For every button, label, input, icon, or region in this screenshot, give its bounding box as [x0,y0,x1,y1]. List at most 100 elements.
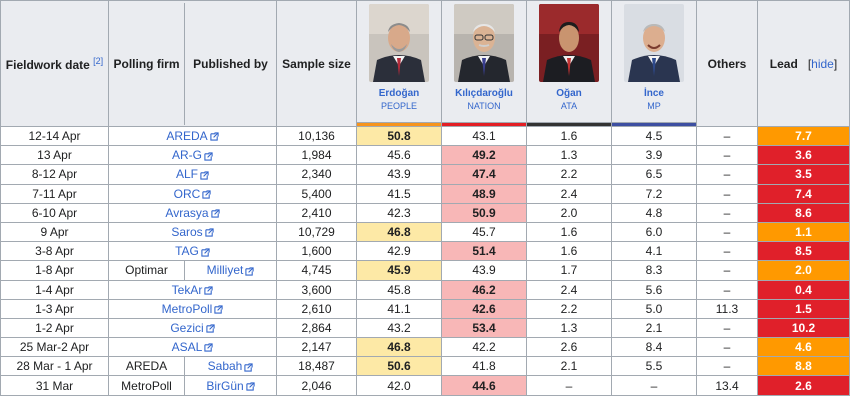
others-value-cell: – [696,241,758,262]
publisher-link[interactable]: ORC [173,186,201,201]
ogan-value-cell: 1.3 [526,145,612,166]
ogan-value-cell: 2.2 [526,164,612,185]
publisher-cell: ORC [108,183,277,204]
sample-size-cell: 18,487 [276,356,357,377]
publisher-cell: Gezici [108,317,277,339]
publisher-link[interactable]: Sabah [207,359,243,374]
lead-value-cell: 10.2 [757,317,850,339]
publisher-link[interactable]: TekAr [171,282,203,297]
erdogan-value-cell: 42.9 [356,241,442,262]
polling-firm-cell: MetroPoll [108,375,185,396]
publisher-cell: ALF [108,164,277,185]
erdogan-value-cell: 45.8 [356,279,442,300]
erdogan-value-cell: 46.8 [356,337,442,358]
external-link-icon [212,302,223,316]
external-link-icon [203,225,214,239]
kilicdaroglu-value-cell: 47.4 [441,164,527,185]
others-value-cell: – [696,202,758,223]
publisher-cell: Sabah [184,356,277,377]
candidate-photo-ince [624,4,684,82]
candidate-party-ogan[interactable]: ATA [560,101,578,111]
sample-size-cell: 1,600 [276,241,357,262]
table-row: 28 Mar - 1 Apr AREDA Sabah 18,487 50.6 41.8 2.… [0,356,850,377]
publisher-link[interactable]: Avrasya [165,205,209,220]
ogan-value-cell: 2.0 [526,202,612,223]
ogan-value-cell: – [526,375,612,396]
external-link-icon [209,206,220,220]
candidate-party-erdogan[interactable]: PEOPLE [380,101,418,111]
publisher-link[interactable]: AREDA [166,129,208,144]
publisher-link[interactable]: BirGün [206,378,244,393]
others-value-cell: – [696,279,758,300]
lead-value-cell: 0.4 [757,279,850,300]
table-row: 1-3 Apr MetroPoll 2,610 41.1 42.6 2.2 5.0 11.3 1… [0,298,850,319]
erdogan-value-cell: 42.3 [356,202,442,223]
poll-table: Fieldwork date [2] Polling firm Publishe… [0,0,850,396]
header-lead: Lead [hide] [757,0,850,127]
erdogan-value-cell: 50.6 [356,356,442,377]
external-link-icon [202,340,213,354]
publisher-link[interactable]: TAG [175,244,199,259]
candidate-name-ogan[interactable]: Oğan [556,88,582,99]
kilicdaroglu-value-cell: 44.6 [441,375,527,396]
lead-value-cell: 3.5 [757,164,850,185]
sample-size-cell: 2,610 [276,298,357,319]
fieldwork-date-cell: 25 Mar-2 Apr [0,337,109,358]
lead-value-cell: 1.1 [757,221,850,243]
publisher-link[interactable]: Saros [171,225,203,240]
publisher-link[interactable]: Milliyet [206,263,244,278]
ince-value-cell: 5.0 [611,298,697,319]
erdogan-value-cell: 45.9 [356,260,442,281]
sample-size-cell: 10,136 [276,125,357,147]
header-others: Others [696,0,758,127]
candidate-header-ince: İnce MP [611,0,697,123]
erdogan-value-cell: 41.5 [356,183,442,204]
fieldwork-date-cell: 1-8 Apr [0,260,109,281]
candidate-name-ince[interactable]: İnce [643,88,664,99]
fieldwork-date-cell: 8-12 Apr [0,164,109,185]
header-published-by: Published by [193,56,268,71]
candidate-photo-kilicdaroglu [454,4,514,82]
external-link-icon [244,379,255,393]
lead-value-cell: 1.5 [757,298,850,319]
publisher-link[interactable]: AR-G [172,148,202,163]
ince-value-cell: 5.6 [611,279,697,300]
kilicdaroglu-value-cell: 51.4 [441,241,527,262]
erdogan-value-cell: 43.2 [356,317,442,339]
erdogan-value-cell: 42.0 [356,375,442,396]
lead-value-cell: 7.4 [757,183,850,204]
ogan-value-cell: 1.6 [526,241,612,262]
ogan-value-cell: 2.4 [526,279,612,300]
publisher-link[interactable]: Gezici [170,320,204,335]
publisher-link[interactable]: ALF [175,167,198,182]
candidate-header-erdogan: Erdoğan PEOPLE [356,0,442,123]
ogan-value-cell: 1.6 [526,125,612,147]
kilicdaroglu-value-cell: 49.2 [441,145,527,166]
ince-value-cell: 4.8 [611,202,697,223]
candidate-name-erdogan[interactable]: Erdoğan [378,88,420,99]
publisher-cell: AR-G [108,145,277,166]
external-link-icon [202,283,213,297]
lead-value-cell: 2.6 [757,375,850,396]
hide-toggle[interactable]: [hide] [801,56,838,71]
ogan-value-cell: 1.7 [526,260,612,281]
ince-value-cell: 4.1 [611,241,697,262]
others-value-cell: 13.4 [696,375,758,396]
reference-link[interactable]: [2] [93,55,104,66]
kilicdaroglu-value-cell: 48.9 [441,183,527,204]
lead-value-cell: 8.5 [757,241,850,262]
publisher-cell: Milliyet [184,260,277,281]
publisher-link[interactable]: ASAL [171,340,203,355]
publisher-link[interactable]: MetroPoll [161,301,213,316]
candidate-party-ince[interactable]: MP [647,101,661,111]
fieldwork-date-cell: 12-14 Apr [0,125,109,147]
sample-size-cell: 2,864 [276,317,357,339]
candidate-name-kilicdaroglu[interactable]: Kılıçdaroğlu [455,88,513,99]
hide-link[interactable]: hide [811,56,834,71]
candidate-party-kilicdaroglu[interactable]: NATION [467,101,501,111]
lead-value-cell: 2.0 [757,260,850,281]
sample-size-cell: 4,745 [276,260,357,281]
fieldwork-date-cell: 3-8 Apr [0,241,109,262]
ince-value-cell: 6.5 [611,164,697,185]
others-value-cell: – [696,260,758,281]
